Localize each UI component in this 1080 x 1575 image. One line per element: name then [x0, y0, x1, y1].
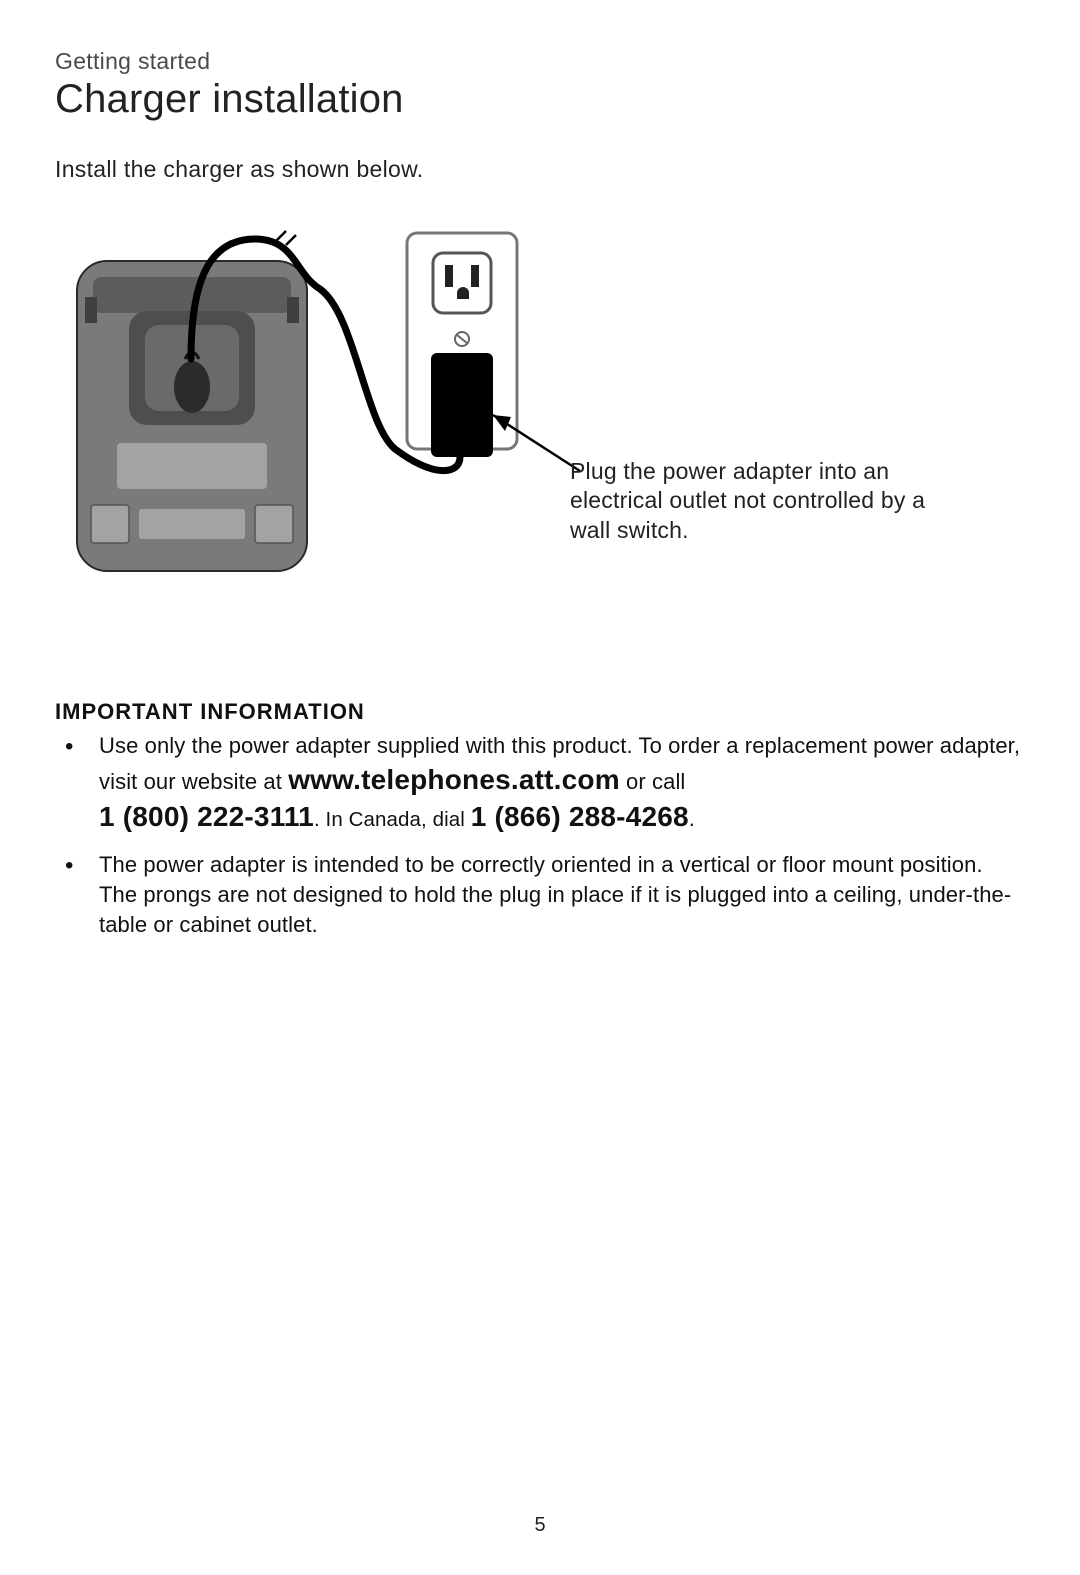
instruction-text: Install the charger as shown below. — [55, 156, 1025, 183]
page-number: 5 — [0, 1514, 1080, 1537]
phone-us: 1 (800) 222-3111 — [99, 801, 314, 832]
info-item-1-mid: or call — [620, 769, 686, 794]
info-item-1: Use only the power adapter supplied with… — [55, 731, 1025, 836]
installation-diagram: Plug the power adapter into an electrica… — [55, 219, 1005, 619]
page-title: Charger installation — [55, 77, 1025, 122]
info-item-2: The power adapter is intended to be corr… — [55, 850, 1025, 939]
website-link: www.telephones.att.com — [288, 764, 620, 795]
info-item-1-end: . — [689, 806, 695, 831]
phone-canada: 1 (866) 288-4268 — [471, 801, 689, 832]
important-info-heading: IMPORTANT INFORMATION — [55, 699, 1025, 725]
charger-diagram-svg — [55, 219, 1005, 619]
important-info-list: Use only the power adapter supplied with… — [55, 731, 1025, 939]
callout-text: Plug the power adapter into an electrica… — [570, 457, 930, 545]
section-label: Getting started — [55, 48, 1025, 75]
info-item-1-mid2: . In Canada, dial — [314, 808, 471, 831]
